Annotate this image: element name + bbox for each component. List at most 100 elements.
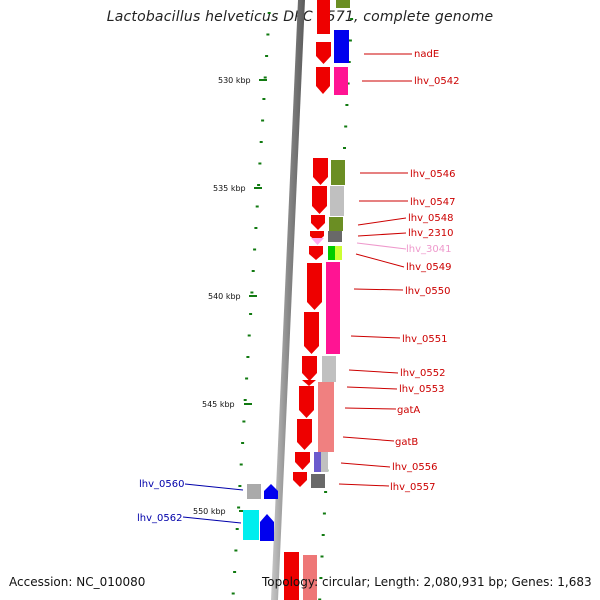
track-dot <box>350 18 354 20</box>
gene-arrow <box>264 484 278 499</box>
gene-arrow <box>299 386 314 418</box>
track-dot <box>243 399 247 401</box>
gene-arrow <box>316 42 331 64</box>
gene-label: lhv_0562 <box>137 513 182 524</box>
forward-genes-track <box>284 0 331 600</box>
category-box <box>336 0 350 8</box>
kbp-label-530: 530 kbp <box>218 76 251 85</box>
gene-arrow <box>293 472 307 487</box>
track-dot <box>265 55 269 57</box>
gene-arrow <box>310 231 324 242</box>
gene-label: lhv_0548 <box>408 213 453 224</box>
left-gene-labels: lhv_0560 lhv_0562 <box>137 479 184 524</box>
track-dot <box>254 227 258 229</box>
track-dot <box>347 61 351 63</box>
gene-arrow <box>316 67 330 94</box>
gene-label: lhv_3041 <box>406 244 451 255</box>
gene-label: lhv_0546 <box>410 169 455 180</box>
category-box <box>247 484 261 499</box>
track-dot <box>263 76 267 79</box>
gene-label: lhv_0557 <box>390 482 435 493</box>
gene-arrow <box>311 215 325 230</box>
gene-arrow <box>260 514 274 541</box>
right-gene-labels: nadE lhv_0542 lhv_0546 lhv_0547 lhv_0548… <box>390 49 459 493</box>
gene-label: lhv_0560 <box>139 479 184 490</box>
category-track <box>311 0 350 488</box>
kbp-scale: 530 kbp 535 kbp 540 kbp 545 kbp 550 kbp <box>193 76 267 516</box>
track-dot <box>266 33 270 36</box>
category-box <box>321 452 328 472</box>
track-dot <box>246 356 250 358</box>
gene-label: lhv_2310 <box>408 228 453 239</box>
gene-arrow <box>302 380 316 386</box>
gene-arrow <box>309 246 323 260</box>
category-box <box>326 262 340 354</box>
track-dot <box>259 141 263 143</box>
track-dot <box>234 549 238 552</box>
gene-arrow <box>302 356 317 381</box>
gene-label: nadE <box>414 49 439 60</box>
track-dot <box>241 442 245 444</box>
gene-arrow <box>313 158 328 185</box>
track-dot <box>238 485 242 487</box>
track-dot <box>239 463 243 466</box>
gene-arrow <box>312 186 327 214</box>
gene-label: gatA <box>397 405 420 416</box>
track-dot <box>322 512 326 515</box>
category-box <box>328 231 342 242</box>
kbp-label-540: 540 kbp <box>208 292 241 301</box>
gene-label: lhv_0556 <box>392 462 437 473</box>
track-dot <box>242 420 246 423</box>
track-dot <box>257 184 261 186</box>
track-dot <box>255 205 259 208</box>
gene-arrow <box>304 312 319 354</box>
gene-arrow <box>311 238 324 245</box>
genome-backbone <box>271 0 305 600</box>
gene-label: lhv_0551 <box>402 334 447 345</box>
kbp-label-545: 545 kbp <box>202 400 235 409</box>
category-box <box>331 160 345 185</box>
gene-label: lhv_0542 <box>414 76 459 87</box>
track-dot <box>245 377 249 380</box>
gene-arrow <box>295 452 310 470</box>
track-dot <box>247 334 251 337</box>
left-label-connectors <box>182 483 244 524</box>
category-box <box>314 452 321 472</box>
category-box <box>328 246 335 260</box>
track-dot <box>320 555 324 558</box>
kbp-label-550: 550 kbp <box>193 507 226 516</box>
category-box <box>322 356 336 382</box>
category-box <box>334 30 349 63</box>
track-dot <box>344 125 348 128</box>
track-dot <box>258 162 262 165</box>
gene-label: lhv_0553 <box>399 384 444 395</box>
track-dot <box>233 571 237 573</box>
label-connectors <box>338 53 412 487</box>
track-dot <box>321 534 325 536</box>
gene-arrow <box>284 552 299 600</box>
reverse-genes-track <box>243 484 278 541</box>
category-box <box>243 510 259 540</box>
track-dot <box>343 147 346 149</box>
track-dot <box>262 98 266 100</box>
gene-arrow <box>307 263 322 310</box>
gene-arrow <box>297 419 312 450</box>
track-dot <box>324 491 328 493</box>
track-dot <box>318 598 322 600</box>
track-dot <box>249 313 253 315</box>
category-box <box>330 186 344 216</box>
left-tick-track <box>231 12 271 595</box>
accession-text: Accession: NC_010080 <box>9 575 146 589</box>
gene-label: gatB <box>395 437 418 448</box>
category-box <box>318 382 334 452</box>
track-dot <box>237 506 241 509</box>
track-dot <box>261 119 265 122</box>
track-dot <box>267 12 271 14</box>
gene-label: lhv_0550 <box>405 286 450 297</box>
track-dot <box>319 577 323 579</box>
track-dot <box>251 270 255 272</box>
gene-arrow <box>317 0 330 34</box>
track-dot <box>231 592 235 595</box>
category-box <box>334 67 348 95</box>
